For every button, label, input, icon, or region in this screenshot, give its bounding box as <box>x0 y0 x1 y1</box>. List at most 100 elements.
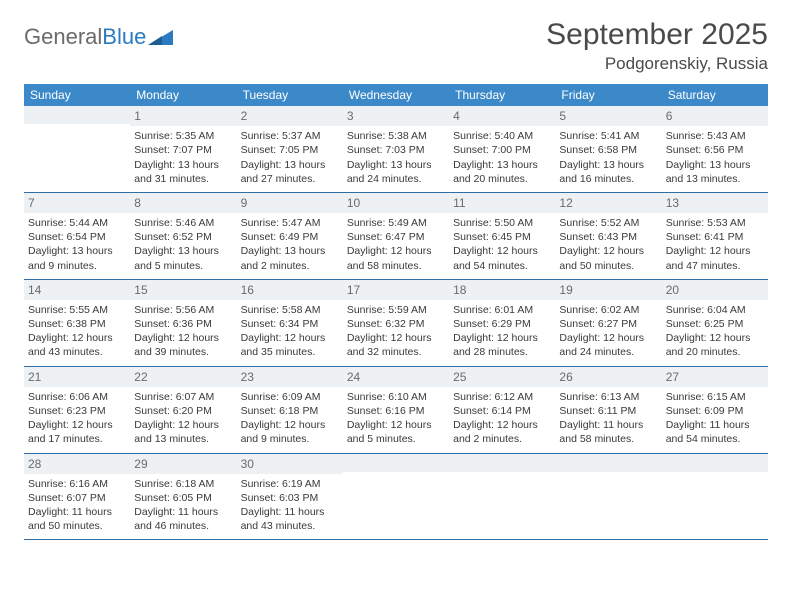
day-number: 26 <box>555 367 661 387</box>
sunset-text: Sunset: 6:58 PM <box>559 143 657 157</box>
sunset-text: Sunset: 7:00 PM <box>453 143 551 157</box>
logo-text-blue: Blue <box>102 24 146 50</box>
daylight-text: Daylight: 11 hours and 46 minutes. <box>134 505 232 533</box>
daylight-text: Daylight: 13 hours and 20 minutes. <box>453 158 551 186</box>
sunset-text: Sunset: 6:07 PM <box>28 491 126 505</box>
day-cell: 8Sunrise: 5:46 AMSunset: 6:52 PMDaylight… <box>130 193 236 279</box>
day-number: 15 <box>130 280 236 300</box>
day-cell: 21Sunrise: 6:06 AMSunset: 6:23 PMDayligh… <box>24 367 130 453</box>
sunset-text: Sunset: 6:25 PM <box>666 317 764 331</box>
sunrise-text: Sunrise: 5:50 AM <box>453 216 551 230</box>
sunset-text: Sunset: 7:03 PM <box>347 143 445 157</box>
sunrise-text: Sunrise: 5:37 AM <box>241 129 339 143</box>
daylight-text: Daylight: 12 hours and 9 minutes. <box>241 418 339 446</box>
day-number: 8 <box>130 193 236 213</box>
day-cell: 6Sunrise: 5:43 AMSunset: 6:56 PMDaylight… <box>662 106 768 192</box>
sunrise-text: Sunrise: 5:43 AM <box>666 129 764 143</box>
weeks-container: 1Sunrise: 5:35 AMSunset: 7:07 PMDaylight… <box>24 106 768 540</box>
day-cell: 12Sunrise: 5:52 AMSunset: 6:43 PMDayligh… <box>555 193 661 279</box>
day-header: Sunday <box>24 84 130 106</box>
day-cell: 10 Sunrise: 5:49 AMSunset: 6:47 PMDayligh… <box>343 193 449 279</box>
sunset-text: Sunset: 7:07 PM <box>134 143 232 157</box>
daylight-text: Daylight: 12 hours and 35 minutes. <box>241 331 339 359</box>
daylight-text: Daylight: 12 hours and 54 minutes. <box>453 244 551 272</box>
daylight-text: Daylight: 12 hours and 47 minutes. <box>666 244 764 272</box>
day-number: 16 <box>237 280 343 300</box>
sunset-text: Sunset: 7:05 PM <box>241 143 339 157</box>
title-block: September 2025 Podgorenskiy, Russia <box>546 18 768 74</box>
day-cell: 28Sunrise: 6:16 AMSunset: 6:07 PMDayligh… <box>24 454 130 540</box>
header: GeneralBlue September 2025 Podgorenskiy,… <box>24 18 768 74</box>
sunrise-text: Sunrise: 6:10 AM <box>347 390 445 404</box>
day-number: 6 <box>662 106 768 126</box>
sunrise-text: Sunrise: 5:38 AM <box>347 129 445 143</box>
day-number <box>662 454 768 472</box>
sunrise-text: Sunrise: 6:18 AM <box>134 477 232 491</box>
sunset-text: Sunset: 6:32 PM <box>347 317 445 331</box>
day-number: 14 <box>24 280 130 300</box>
day-number: 3 <box>343 106 449 126</box>
daylight-text: Daylight: 12 hours and 58 minutes. <box>347 244 445 272</box>
day-number: 17 <box>343 280 449 300</box>
day-header: Monday <box>130 84 236 106</box>
day-cell: 23Sunrise: 6:09 AMSunset: 6:18 PMDayligh… <box>237 367 343 453</box>
daylight-text: Daylight: 13 hours and 5 minutes. <box>134 244 232 272</box>
day-cell: 9Sunrise: 5:47 AMSunset: 6:49 PMDaylight… <box>237 193 343 279</box>
day-cell: 17Sunrise: 5:59 AMSunset: 6:32 PMDayligh… <box>343 280 449 366</box>
day-cell: 1Sunrise: 5:35 AMSunset: 7:07 PMDaylight… <box>130 106 236 192</box>
day-number: 11 <box>449 193 555 213</box>
sunset-text: Sunset: 6:47 PM <box>347 230 445 244</box>
sunset-text: Sunset: 6:14 PM <box>453 404 551 418</box>
calendar: Sunday Monday Tuesday Wednesday Thursday… <box>24 84 768 540</box>
day-number: 18 <box>449 280 555 300</box>
sunrise-text: Sunrise: 6:13 AM <box>559 390 657 404</box>
sunset-text: Sunset: 6:38 PM <box>28 317 126 331</box>
sunrise-text: Sunrise: 5:55 AM <box>28 303 126 317</box>
sunset-text: Sunset: 6:45 PM <box>453 230 551 244</box>
month-title: September 2025 <box>546 18 768 52</box>
day-cell: 19Sunrise: 6:02 AMSunset: 6:27 PMDayligh… <box>555 280 661 366</box>
sunset-text: Sunset: 6:16 PM <box>347 404 445 418</box>
day-number: 22 <box>130 367 236 387</box>
day-number: 20 <box>662 280 768 300</box>
sunrise-text: Sunrise: 5:41 AM <box>559 129 657 143</box>
daylight-text: Daylight: 12 hours and 43 minutes. <box>28 331 126 359</box>
day-cell: 2Sunrise: 5:37 AMSunset: 7:05 PMDaylight… <box>237 106 343 192</box>
day-header: Wednesday <box>343 84 449 106</box>
day-cell: 29Sunrise: 6:18 AMSunset: 6:05 PMDayligh… <box>130 454 236 540</box>
day-number: 29 <box>130 454 236 474</box>
day-cell: 5Sunrise: 5:41 AMSunset: 6:58 PMDaylight… <box>555 106 661 192</box>
week-row: 7Sunrise: 5:44 AMSunset: 6:54 PMDaylight… <box>24 193 768 280</box>
sunrise-text: Sunrise: 5:49 AM <box>347 216 445 230</box>
day-header: Friday <box>555 84 661 106</box>
sunset-text: Sunset: 6:34 PM <box>241 317 339 331</box>
daylight-text: Daylight: 13 hours and 9 minutes. <box>28 244 126 272</box>
day-number: 25 <box>449 367 555 387</box>
day-cell: 15Sunrise: 5:56 AMSunset: 6:36 PMDayligh… <box>130 280 236 366</box>
day-cell <box>343 454 449 540</box>
day-header: Tuesday <box>237 84 343 106</box>
sunset-text: Sunset: 6:11 PM <box>559 404 657 418</box>
week-row: 1Sunrise: 5:35 AMSunset: 7:07 PMDaylight… <box>24 106 768 193</box>
day-cell: 16Sunrise: 5:58 AMSunset: 6:34 PMDayligh… <box>237 280 343 366</box>
day-number <box>449 454 555 472</box>
sunset-text: Sunset: 6:36 PM <box>134 317 232 331</box>
day-cell: 30Sunrise: 6:19 AMSunset: 6:03 PMDayligh… <box>237 454 343 540</box>
day-header: Thursday <box>449 84 555 106</box>
sunrise-text: Sunrise: 6:06 AM <box>28 390 126 404</box>
day-header: Saturday <box>662 84 768 106</box>
daylight-text: Daylight: 12 hours and 13 minutes. <box>134 418 232 446</box>
day-number: 19 <box>555 280 661 300</box>
sunrise-text: Sunrise: 6:02 AM <box>559 303 657 317</box>
logo-text-gray: General <box>24 24 102 50</box>
sunrise-text: Sunrise: 5:53 AM <box>666 216 764 230</box>
day-header-row: Sunday Monday Tuesday Wednesday Thursday… <box>24 84 768 106</box>
day-cell: 26Sunrise: 6:13 AMSunset: 6:11 PMDayligh… <box>555 367 661 453</box>
daylight-text: Daylight: 13 hours and 27 minutes. <box>241 158 339 186</box>
day-number: 10 <box>343 193 449 213</box>
sunrise-text: Sunrise: 5:52 AM <box>559 216 657 230</box>
day-cell <box>449 454 555 540</box>
daylight-text: Daylight: 11 hours and 43 minutes. <box>241 505 339 533</box>
day-cell <box>24 106 130 192</box>
day-cell: 20Sunrise: 6:04 AMSunset: 6:25 PMDayligh… <box>662 280 768 366</box>
